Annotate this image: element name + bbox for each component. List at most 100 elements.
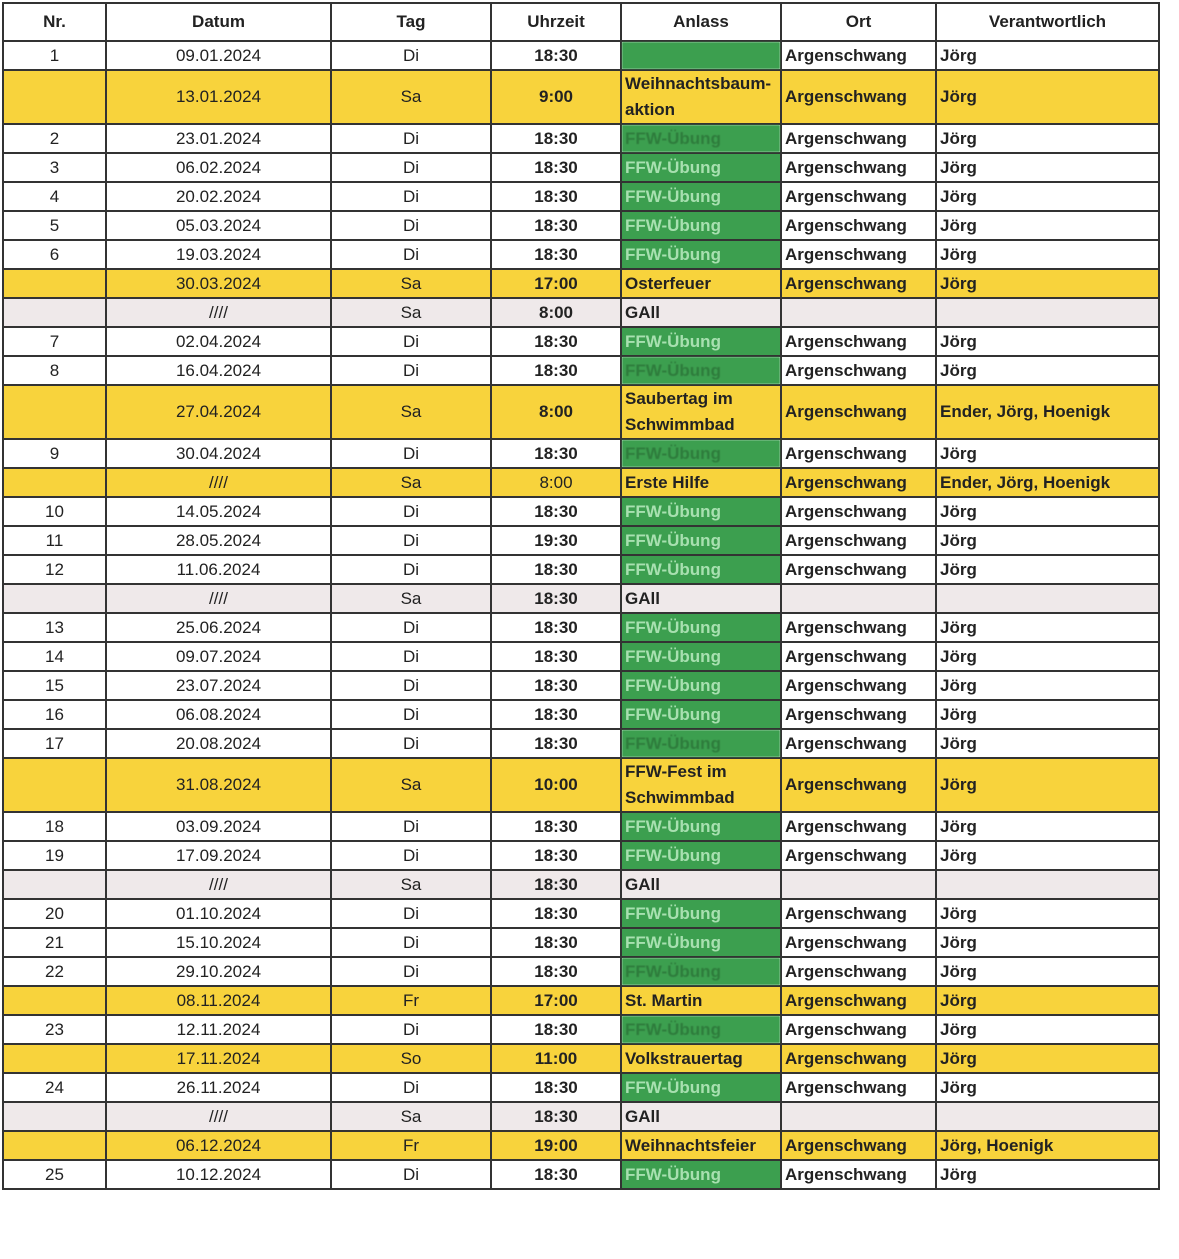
cell-verantwortlich: Jörg [935, 496, 1160, 527]
cell-tag: Di [330, 811, 492, 842]
cell-anlass: GAll [620, 1101, 782, 1132]
cell-verantwortlich: Jörg [935, 525, 1160, 556]
cell-ort: Argenschwang [780, 1043, 937, 1074]
cell-tag: Di [330, 927, 492, 958]
cell-datum: 30.04.2024 [105, 438, 332, 469]
cell-anlass: FFW-Übung [620, 152, 782, 183]
table-row: 4 20.02.2024 Di 18:30 FFW-Übung Argenschwang J… [2, 181, 1160, 212]
cell-verantwortlich: Jörg [935, 239, 1160, 270]
cell-anlass: FFW-Übung [620, 670, 782, 701]
cell-uhrzeit: 18:30 [490, 210, 622, 241]
cell-tag: Di [330, 898, 492, 929]
cell-verantwortlich: Jörg [935, 670, 1160, 701]
cell-datum: 23.01.2024 [105, 123, 332, 154]
cell-ort: Argenschwang [780, 1130, 937, 1161]
cell-anlass: FFW-Übung [620, 1159, 782, 1190]
cell-uhrzeit: 17:00 [490, 268, 622, 299]
cell-ort: Argenschwang [780, 384, 937, 440]
cell-datum: 06.02.2024 [105, 152, 332, 183]
cell-tag: Di [330, 956, 492, 987]
cell-anlass: FFW-Übung [620, 898, 782, 929]
table-row: 23 12.11.2024 Di 18:30 FFW-Übung Argenschwang… [2, 1014, 1160, 1045]
cell-nr [2, 985, 107, 1016]
cell-anlass: FFW-Übung [620, 1014, 782, 1045]
cell-verantwortlich [935, 297, 1160, 328]
cell-datum: 31.08.2024 [105, 757, 332, 813]
cell-verantwortlich: Jörg [935, 181, 1160, 212]
cell-nr: 25 [2, 1159, 107, 1190]
cell-ort: Argenschwang [780, 467, 937, 498]
cell-nr [2, 384, 107, 440]
cell-tag: Sa [330, 467, 492, 498]
cell-datum: //// [105, 583, 332, 614]
cell-uhrzeit: 18:30 [490, 239, 622, 270]
cell-uhrzeit: 18:30 [490, 496, 622, 527]
cell-uhrzeit: 19:00 [490, 1130, 622, 1161]
header-nr: Nr. [2, 2, 107, 42]
cell-nr: 16 [2, 699, 107, 730]
cell-anlass: FFW-Übung [620, 123, 782, 154]
cell-datum: //// [105, 1101, 332, 1132]
cell-tag: Di [330, 840, 492, 871]
cell-datum: 27.04.2024 [105, 384, 332, 440]
cell-uhrzeit: 18:30 [490, 1159, 622, 1190]
cell-verantwortlich: Jörg [935, 152, 1160, 183]
cell-nr: 19 [2, 840, 107, 871]
cell-nr [2, 467, 107, 498]
cell-datum: 09.01.2024 [105, 40, 332, 71]
table-row: 08.11.2024 Fr 17:00 St. Martin Argenschwang J… [2, 985, 1160, 1016]
cell-tag: Di [330, 326, 492, 357]
cell-datum: //// [105, 869, 332, 900]
cell-verantwortlich: Jörg [935, 326, 1160, 357]
cell-tag: Sa [330, 869, 492, 900]
cell-uhrzeit: 18:30 [490, 438, 622, 469]
cell-anlass [620, 40, 782, 71]
header-datum: Datum [105, 2, 332, 42]
cell-nr: 24 [2, 1072, 107, 1103]
cell-verantwortlich: Jörg [935, 1072, 1160, 1103]
header-verantwortlich: Verantwortlich [935, 2, 1160, 42]
cell-tag: Di [330, 496, 492, 527]
cell-ort: Argenschwang [780, 927, 937, 958]
cell-datum: 11.06.2024 [105, 554, 332, 585]
cell-ort: Argenschwang [780, 525, 937, 556]
cell-verantwortlich: Jörg [935, 840, 1160, 871]
cell-uhrzeit: 18:30 [490, 869, 622, 900]
cell-uhrzeit: 18:30 [490, 840, 622, 871]
cell-tag: Di [330, 1014, 492, 1045]
cell-datum: //// [105, 467, 332, 498]
cell-datum: 13.01.2024 [105, 69, 332, 125]
cell-nr: 2 [2, 123, 107, 154]
cell-nr: 6 [2, 239, 107, 270]
cell-verantwortlich: Jörg [935, 956, 1160, 987]
cell-tag: Sa [330, 384, 492, 440]
cell-ort [780, 1101, 937, 1132]
table-row: 19 17.09.2024 Di 18:30 FFW-Übung Argenschwang… [2, 840, 1160, 871]
table-row: ////Sa 18:30 GAll [2, 869, 1160, 900]
header-uhrzeit: Uhrzeit [490, 2, 622, 42]
cell-anlass: FFW-Übung [620, 956, 782, 987]
cell-datum: 16.04.2024 [105, 355, 332, 386]
cell-nr [2, 268, 107, 299]
cell-uhrzeit: 18:30 [490, 181, 622, 212]
cell-nr [2, 583, 107, 614]
cell-ort: Argenschwang [780, 40, 937, 71]
cell-anlass: FFW-Übung [620, 525, 782, 556]
table-row: 06.12.2024 Fr 19:00 Weihnachtsfeier Argensch… [2, 1130, 1160, 1161]
cell-datum: 17.11.2024 [105, 1043, 332, 1074]
cell-ort: Argenschwang [780, 956, 937, 987]
cell-verantwortlich: Jörg [935, 757, 1160, 813]
table-row: 18 03.09.2024 Di 18:30 FFW-Übung Argenschwang… [2, 811, 1160, 842]
cell-datum: 02.04.2024 [105, 326, 332, 357]
cell-ort: Argenschwang [780, 1014, 937, 1045]
cell-verantwortlich: Ender, Jörg, Hoenigk [935, 384, 1160, 440]
cell-anlass: FFW-Übung [620, 355, 782, 386]
cell-anlass: Weihnachtsfeier [620, 1130, 782, 1161]
cell-ort: Argenschwang [780, 840, 937, 871]
cell-ort: Argenschwang [780, 181, 937, 212]
cell-uhrzeit: 18:30 [490, 956, 622, 987]
table-row: ////Sa 18:30 GAll [2, 1101, 1160, 1132]
table-row: 21 15.10.2024 Di 18:30 FFW-Übung Argenschwang… [2, 927, 1160, 958]
cell-anlass: FFW-Übung [620, 840, 782, 871]
cell-verantwortlich: Jörg [935, 123, 1160, 154]
